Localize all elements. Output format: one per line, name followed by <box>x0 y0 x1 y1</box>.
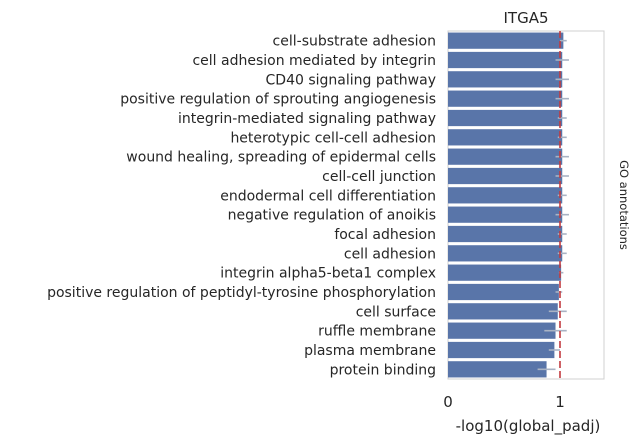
x-axis-label: -log10(global_padj) <box>456 417 601 436</box>
x-tick-label: 0 <box>443 393 453 411</box>
category-labels: cell-substrate adhesion cell adhesion med… <box>47 34 436 379</box>
category-label: endodermal cell differentiation <box>220 188 436 204</box>
category-label: heterotypic cell-cell adhesion <box>230 130 436 146</box>
category-label: cell surface <box>356 304 436 320</box>
category-label: positive regulation of peptidyl-tyrosine… <box>47 285 436 301</box>
bar <box>448 167 563 185</box>
bar <box>448 129 563 146</box>
category-label: integrin alpha5-beta1 complex <box>220 266 436 282</box>
bars-layer <box>448 32 564 378</box>
category-label: CD40 signaling pathway <box>266 72 436 88</box>
right-axis-label: GO annotations <box>617 160 631 250</box>
bar <box>448 283 559 301</box>
bar <box>448 109 563 127</box>
bar <box>448 264 562 281</box>
bar <box>448 51 563 69</box>
category-label: cell adhesion mediated by integrin <box>192 53 436 69</box>
category-label: negative regulation of anoikis <box>228 208 436 224</box>
chart-title: ITGA5 <box>503 9 548 27</box>
bar <box>448 90 563 107</box>
category-label: ruffle membrane <box>318 324 436 340</box>
bar <box>448 225 563 243</box>
plot-frame <box>447 30 605 380</box>
x-tick-label: 1 <box>555 393 565 411</box>
bar <box>448 322 556 339</box>
bar <box>448 71 563 88</box>
category-label: cell adhesion <box>344 246 436 262</box>
bar <box>448 341 555 359</box>
category-label: protein binding <box>330 362 436 378</box>
category-label: cell-cell junction <box>322 169 436 185</box>
bar <box>448 245 563 262</box>
category-label: integrin-mediated signaling pathway <box>178 111 436 127</box>
bar <box>448 303 558 320</box>
bar <box>448 361 547 378</box>
category-label: cell-substrate adhesion <box>273 34 436 50</box>
bar <box>448 187 563 204</box>
bar <box>448 32 564 49</box>
category-label: focal adhesion <box>334 227 436 243</box>
error-bars-layer <box>537 39 569 371</box>
bar <box>448 206 563 223</box>
bar <box>448 148 563 165</box>
category-label: plasma membrane <box>304 343 436 359</box>
category-label: wound healing, spreading of epidermal ce… <box>126 150 436 166</box>
category-label: positive regulation of sprouting angioge… <box>120 92 436 108</box>
